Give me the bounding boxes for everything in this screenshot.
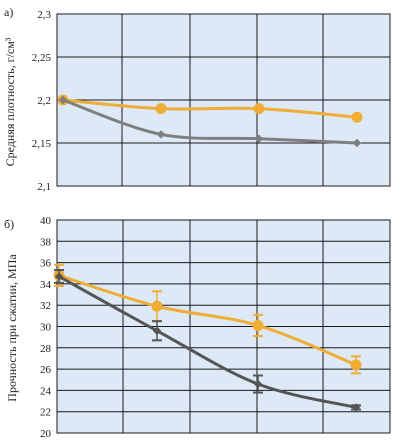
panel-a-series-2-line: [62, 98, 358, 145]
panel-b-series-2-point: [253, 379, 263, 389]
panel-a-series-2-point: [254, 134, 264, 143]
panel-a-tag: а): [4, 5, 13, 19]
panel-a-y-tick-label: 2,25: [32, 52, 52, 64]
panel-b-y-tick-label: 28: [40, 343, 52, 355]
panel-b-y-tick-label: 26: [40, 364, 52, 376]
panel-b-series-2-line: [58, 275, 357, 409]
panel-b-y-tick-label: 40: [40, 215, 52, 227]
panel-b-y-tick-label: 38: [40, 236, 52, 248]
panel-b-series-1-line: [58, 273, 357, 367]
panel-b-y-axis-label: Прочность при сжатии, МПа: [5, 254, 19, 402]
panel-a-y-tick-label: 2,3: [37, 9, 51, 21]
panel-a-series-1-point: [351, 111, 363, 123]
panel-b-y-tick-label: 34: [40, 279, 52, 291]
panel-a-y-tick-label: 2,15: [32, 138, 52, 150]
panel-b-series-1-point: [350, 359, 362, 371]
panel-b-tag: б): [4, 217, 14, 231]
panel-a-plot: 2,1 2,15 2,2 2,25 2,3: [32, 9, 391, 193]
panel-a-series-1-point: [253, 103, 265, 115]
panel-a-series-2-point: [58, 95, 68, 105]
panel-a-y-tick-label: 2,1: [37, 181, 51, 193]
panel-b-series-1-point: [151, 300, 163, 312]
panel-b-y-tick-label: 20: [40, 428, 52, 440]
panel-a-series-2-point: [352, 138, 362, 148]
panel-b-series-2-point: [351, 403, 361, 412]
panel-b-series-2-point: [54, 272, 64, 281]
panel-b-series-1-point: [252, 319, 264, 331]
panel-b-y-tick-label: 24: [40, 385, 52, 397]
panel-a-series-1-point: [155, 103, 167, 115]
panel-b-plot: 20 22 24 26 28 30 32 34 36 38 40: [40, 215, 391, 440]
panel-b-y-tick-label: 22: [40, 407, 51, 419]
panel-a-series-2-point: [156, 130, 166, 139]
panel-a-y-axis-label: Средняя плотность, г/см³: [3, 37, 17, 166]
panel-a-series-1-line: [62, 98, 358, 119]
panel-b-series-2-point: [152, 326, 162, 335]
panel-b-y-tick-label: 36: [40, 258, 52, 270]
panel-b-y-tick-label: 30: [40, 322, 52, 334]
panel-b-y-tick-label: 32: [40, 300, 51, 312]
panel-a-y-tick-label: 2,2: [37, 95, 51, 107]
